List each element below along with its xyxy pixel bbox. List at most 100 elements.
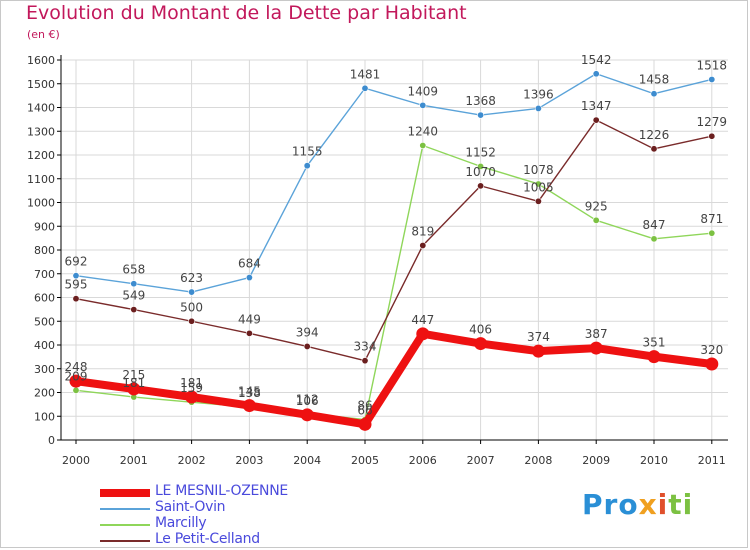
- y-axis-ticks: 0 100 200 300 400 500 600 700 800 900 1000 1100 1200…: [27, 54, 61, 447]
- data-label-2-2002: 159: [180, 381, 203, 395]
- x-tick-label-2007: 2007: [467, 454, 495, 467]
- data-label-2-2004: 112: [296, 392, 319, 406]
- point-1-2009: [592, 70, 600, 78]
- logo-part-3: i: [657, 488, 669, 521]
- y-tick-label-500: 500: [34, 315, 55, 328]
- point-2-2010: [650, 235, 658, 243]
- data-label-3-2009: 1347: [581, 99, 612, 113]
- y-tick-label-800: 800: [34, 244, 55, 257]
- x-tick-label-2004: 2004: [293, 454, 321, 467]
- data-label-0-2011: 320: [700, 343, 723, 357]
- point-0-2011: [705, 357, 719, 371]
- point-1-2008: [534, 104, 542, 112]
- y-tick-label-1400: 1400: [27, 102, 55, 115]
- point-0-2001: [127, 382, 141, 396]
- point-1-2007: [477, 111, 485, 119]
- legend-swatch-1: [100, 508, 150, 510]
- data-label-2-2007: 1152: [465, 145, 496, 159]
- data-label-0-2001: 215: [122, 368, 145, 382]
- point-2-2011: [708, 229, 716, 237]
- data-label-1-2001: 658: [122, 263, 145, 277]
- y-tick-label-1600: 1600: [27, 54, 55, 67]
- point-1-2011: [708, 75, 716, 83]
- data-label-1-2003: 684: [238, 257, 261, 271]
- y-tick-label-200: 200: [34, 387, 55, 400]
- point-3-2006: [419, 241, 427, 249]
- data-label-3-2011: 1279: [697, 115, 728, 129]
- y-tick-label-700: 700: [34, 268, 55, 281]
- y-tick-label-900: 900: [34, 220, 55, 233]
- x-tick-label-2003: 2003: [235, 454, 263, 467]
- point-2-2009: [592, 216, 600, 224]
- x-tick-label-2009: 2009: [582, 454, 610, 467]
- point-0-2007: [474, 337, 488, 351]
- y-tick-label-1000: 1000: [27, 197, 55, 210]
- logo-part-1: Pro: [582, 488, 639, 521]
- data-label-2-2003: 138: [238, 386, 261, 400]
- point-3-2004: [303, 342, 311, 350]
- y-tick-label-600: 600: [34, 292, 55, 305]
- data-label-1-2000: 692: [65, 255, 88, 269]
- data-label-0-2004: 106: [296, 394, 319, 408]
- data-label-1-2005: 1481: [350, 67, 381, 81]
- data-label-2-2000: 209: [65, 369, 88, 383]
- point-2-2000: [72, 386, 80, 394]
- data-label-3-2006: 819: [411, 224, 434, 238]
- data-label-1-2010: 1458: [639, 73, 670, 87]
- unit-label: (en €): [27, 28, 60, 41]
- legend-label-1: Saint-Ovin: [155, 499, 226, 515]
- data-label-3-2000: 595: [65, 278, 88, 292]
- legend-label-0: LE MESNIL-OZENNE: [155, 483, 288, 499]
- point-0-2002: [185, 390, 199, 404]
- data-label-0-2006: 447: [411, 313, 434, 327]
- point-3-2010: [650, 145, 658, 153]
- data-label-3-2005: 334: [354, 340, 377, 354]
- data-label-1-2007: 1368: [465, 94, 496, 108]
- point-3-2003: [245, 329, 253, 337]
- point-2-2006: [419, 142, 427, 150]
- data-label-3-2003: 449: [238, 312, 261, 326]
- logo-part-2: x: [638, 488, 658, 521]
- point-1-2003: [245, 274, 253, 282]
- point-0-2008: [531, 344, 545, 358]
- legend-swatch-3: [100, 540, 150, 542]
- data-label-1-2006: 1409: [408, 84, 439, 98]
- point-0-2009: [589, 341, 603, 355]
- series-line-2: [75, 144, 713, 421]
- y-tick-label-1100: 1100: [27, 173, 55, 186]
- point-3-2009: [592, 116, 600, 124]
- point-1-2000: [72, 272, 80, 280]
- legend-swatch-2: [100, 524, 150, 526]
- data-label-3-2002: 500: [180, 300, 203, 314]
- data-label-3-2010: 1226: [639, 128, 670, 142]
- point-3-2011: [708, 132, 716, 140]
- series-line-1: [75, 73, 713, 293]
- point-3-2005: [361, 357, 369, 365]
- point-1-2010: [650, 90, 658, 98]
- y-tick-label-400: 400: [34, 339, 55, 352]
- legend-label-3: Le Petit-Celland: [155, 531, 260, 547]
- x-axis-ticks: 2000 2001 2002 2003 2004 2005 2006 2007 2008 2009…: [62, 440, 726, 467]
- legend-label-2: Marcilly: [155, 515, 207, 531]
- y-tick-label-100: 100: [34, 410, 55, 423]
- point-0-2004: [300, 408, 314, 422]
- point-1-2001: [130, 280, 138, 288]
- data-label-2-2009: 925: [585, 199, 608, 213]
- data-label-0-2002: 181: [180, 376, 203, 390]
- data-label-1-2008: 1396: [523, 87, 554, 101]
- data-label-3-2007: 1070: [465, 165, 496, 179]
- point-2-2008: [534, 180, 542, 188]
- point-3-2001: [130, 306, 138, 314]
- series-lines: [69, 70, 719, 431]
- point-1-2002: [188, 288, 196, 296]
- proxiti-logo: Proxiti: [582, 488, 693, 521]
- data-label-3-2008: 1005: [523, 180, 554, 194]
- point-3-2000: [72, 295, 80, 303]
- data-label-1-2009: 1542: [581, 53, 612, 67]
- y-tick-label-0: 0: [48, 434, 55, 447]
- data-label-2-2006: 1240: [408, 125, 439, 139]
- data-label-0-2008: 374: [527, 330, 550, 344]
- point-0-2005: [358, 417, 372, 431]
